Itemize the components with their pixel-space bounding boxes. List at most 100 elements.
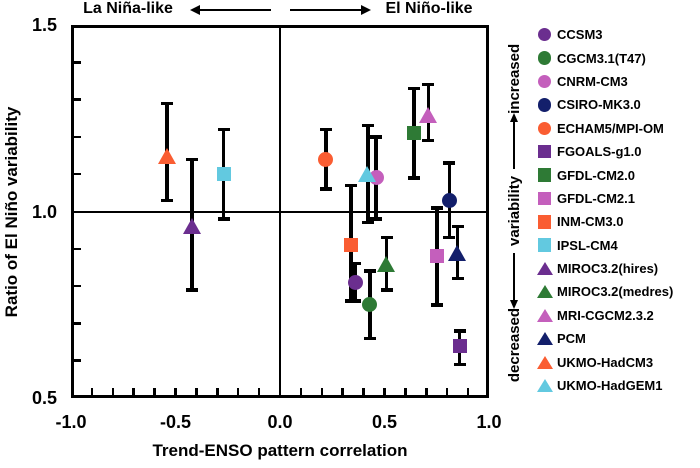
x-minor-tick [362, 388, 365, 396]
error-bar-cap [422, 138, 435, 143]
data-point-square [216, 167, 231, 182]
legend-label: GFDL-CM2.0 [557, 167, 635, 183]
error-bar-cap [361, 220, 374, 225]
y-minor-tick [73, 359, 81, 362]
top-label-la-nina-like: La Niña-like [83, 0, 173, 17]
error-bar-cap [430, 303, 443, 307]
legend-swatch [536, 168, 553, 182]
x-tick-label: -0.5 [159, 412, 192, 432]
legend-circle-icon [537, 74, 552, 89]
data-point-triangle [182, 218, 201, 235]
error-bar-cap [319, 187, 332, 191]
legend-label: CSIRO-MK3.0 [557, 97, 641, 113]
legend-label: ECHAM5/MPI-OM [557, 120, 664, 136]
error-bar-cap [349, 261, 362, 266]
data-point-triangle [358, 166, 377, 183]
data-point-circle [318, 151, 334, 167]
data-point-triangle [418, 106, 437, 123]
data-point-square [406, 126, 421, 141]
error-bar-cap [345, 183, 358, 188]
legend-label: FGOALS-g1.0 [557, 144, 642, 160]
legend-square-icon [537, 168, 552, 182]
error-bar-cap [186, 157, 199, 162]
legend-item: MIROC3.2(hires) [536, 257, 673, 280]
error-bar-cap [430, 206, 443, 210]
error-bar-cap [363, 336, 376, 341]
legend-square-icon [537, 191, 552, 206]
arrow-left-icon [190, 5, 271, 15]
error-bar-cap [453, 362, 466, 367]
error-bar-cap [363, 269, 376, 273]
data-point-triangle [448, 244, 467, 261]
y-minor-tick [73, 172, 81, 176]
legend-swatch [536, 379, 553, 393]
legend-swatch [536, 308, 553, 322]
legend-swatch [536, 191, 553, 206]
legend-swatch [536, 51, 553, 65]
legend-swatch [536, 355, 553, 369]
x-axis-title: Trend-ENSO pattern correlation [152, 441, 408, 460]
legend-item: MIROC3.2(medres) [536, 280, 673, 303]
legend-circle-icon [537, 98, 552, 112]
error-bar-cap [422, 82, 435, 87]
x-minor-tick [466, 388, 470, 396]
legend-swatch [536, 121, 553, 135]
legend-triangle-icon [536, 285, 553, 299]
legend-item: INM-CM3.0 [536, 210, 673, 233]
legend-item: ECHAM5/MPI-OM [536, 117, 673, 140]
x-tick-label: -1.0 [55, 412, 87, 432]
legend-label: UKMO-HadCM3 [557, 354, 654, 370]
x-minor-tick [111, 388, 115, 396]
y-minor-tick [73, 322, 81, 325]
legend-triangle-icon [536, 332, 553, 346]
error-bar-cap [443, 161, 456, 165]
error-bar-cap [370, 217, 383, 221]
y-tick-label: 0.5 [31, 388, 57, 408]
arrow-toward-decreased-icon [513, 252, 515, 301]
legend-swatch [536, 98, 553, 112]
legend-circle-icon [537, 121, 552, 135]
y-minor-tick [73, 284, 81, 288]
legend-label: IPSL-CM4 [557, 237, 618, 253]
legend-item: GFDL-CM2.1 [536, 187, 673, 210]
right-label-variability: variability [505, 175, 523, 246]
error-bar-cap [161, 101, 174, 106]
legend-item: IPSL-CM4 [536, 234, 673, 257]
data-point-circle [347, 274, 363, 290]
legend-swatch [536, 74, 553, 89]
legend-square-icon [537, 144, 552, 159]
x-minor-tick [320, 388, 324, 396]
x-minor-tick [174, 388, 177, 396]
x-minor-tick [299, 388, 303, 396]
top-label-el-nino-like: El Niño-like [385, 0, 473, 17]
legend-swatch [536, 332, 553, 346]
unity-ratio-reference-line [71, 210, 489, 213]
data-point-square [344, 238, 359, 253]
x-tick-label: 0.0 [267, 412, 293, 432]
legend-swatch [536, 144, 553, 159]
x-minor-tick [257, 388, 261, 396]
legend-triangle-icon [536, 262, 553, 276]
x-minor-tick [445, 388, 449, 396]
legend-label: MRI-CGCM2.3.2 [557, 307, 654, 323]
x-minor-tick [236, 388, 240, 396]
legend-swatch [536, 285, 553, 299]
right-label-decreased: decreased [505, 307, 523, 383]
legend-label: MIROC3.2(medres) [557, 284, 674, 300]
error-bar-cap [370, 135, 383, 139]
y-tick-label: 1.5 [31, 15, 57, 35]
right-label-increased: increased [505, 43, 523, 114]
data-point-square [452, 338, 467, 353]
legend-item: MRI-CGCM2.3.2 [536, 304, 673, 327]
error-bar-cap [380, 235, 393, 240]
y-minor-tick [73, 135, 81, 139]
legend-item: GFDL-CM2.0 [536, 163, 673, 186]
y-minor-tick [73, 61, 81, 64]
x-minor-tick [425, 388, 428, 396]
error-bar-cap [217, 217, 230, 221]
legend-swatch [536, 238, 553, 252]
error-bar-cap [186, 288, 199, 292]
arrow-toward-increased-icon [513, 120, 515, 169]
data-point-square [429, 249, 444, 264]
